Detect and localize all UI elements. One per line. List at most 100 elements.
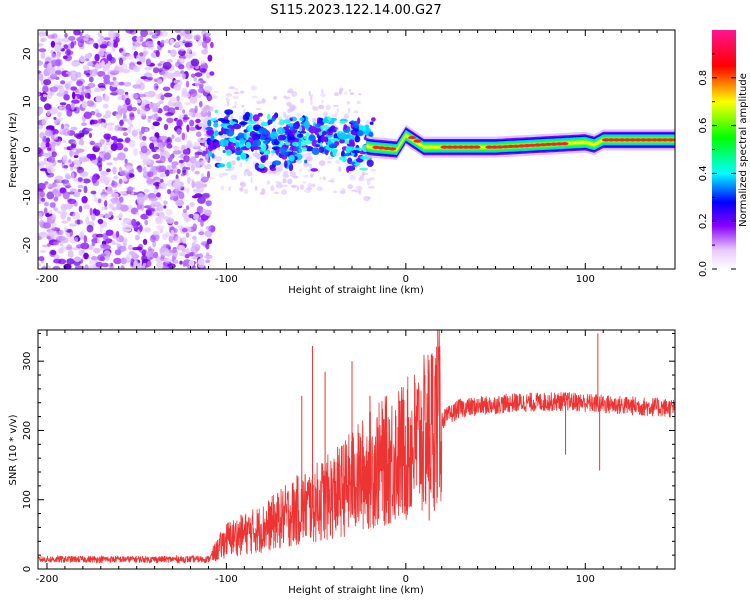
snr-marks [38,330,675,564]
noise-blob [85,216,90,225]
signal-blob [269,164,274,170]
noise-blob [205,259,211,264]
noise-blob [101,60,105,68]
noise-blob [74,237,79,243]
noise-blob [173,259,179,264]
noise-blob [193,238,197,243]
noise-blob [98,50,105,57]
noise-blob [60,80,66,85]
noise-blob [90,190,97,195]
y-tick-label: 20 [22,48,33,61]
halo-blob [213,93,216,98]
noise-blob [191,242,196,249]
signal-blob [237,132,245,140]
noise-blob [197,160,207,164]
noise-blob [142,50,147,57]
noise-blob [160,178,164,184]
halo-blob [228,186,231,192]
noise-blob [188,260,195,267]
halo-blob [363,195,370,202]
halo-blob [344,91,348,95]
noise-blob [198,122,206,127]
noise-blob [152,230,160,236]
noise-blob [183,114,188,118]
signal-blob [322,130,327,136]
noise-blob [111,200,121,205]
noise-blob [131,106,137,112]
noise-blob [38,48,47,53]
noise-blob [49,202,56,208]
noise-blob [49,86,59,93]
noise-blob [65,229,72,233]
halo-blob [339,91,342,95]
halo-blob [282,178,287,184]
noise-blob [63,226,68,232]
noise-blob [149,235,156,243]
noise-blob [118,57,124,66]
signal-blob [205,127,213,131]
halo-blob [259,191,265,195]
noise-blob [149,31,158,36]
noise-blob [53,37,63,44]
noise-blob [206,106,214,112]
signal-blob [289,146,294,151]
signal-blob [214,121,218,128]
halo-blob [240,90,245,94]
noise-blob [160,94,165,101]
noise-blob [85,128,93,132]
noise-blob [68,191,75,195]
noise-blob [188,126,197,131]
noise-blob [201,49,209,55]
colorbar-tick-label: 0.8 [698,70,709,86]
noise-blob [171,164,176,169]
noise-blob [78,139,85,146]
noise-blob [123,147,129,152]
snr-panel: -200 -100 0 100 0 100 200 300 Height of straigh… [8,329,676,596]
noise-blob [132,84,141,89]
noise-blob [155,165,164,173]
noise-blob [185,232,190,238]
noise-blob [148,102,158,110]
noise-blob [140,109,147,117]
noise-blob [140,126,145,134]
noise-blob [210,41,214,49]
noise-blob [186,124,190,133]
noise-blob [189,89,198,98]
noise-blob [38,212,42,217]
noise-blob [39,191,46,198]
noise-blob [91,119,99,125]
noise-blob [77,184,84,189]
halo-blob [299,168,302,172]
noise-blob [42,85,49,93]
colorbar-tick-label: 0.4 [698,165,709,181]
noise-blob [207,54,213,62]
halo-blob [288,88,294,94]
noise-blob [166,59,173,63]
noise-blob [156,225,165,230]
halo-blob [220,185,225,191]
noise-blob [53,116,57,120]
x-tick-label: 0 [403,574,409,585]
noise-blob [65,103,72,111]
noise-blob [112,166,117,175]
noise-blob [178,63,185,70]
noise-blob [176,34,181,41]
noise-blob [170,229,175,238]
noise-blob [182,109,186,114]
noise-blob [185,205,190,211]
halo-blob [287,90,294,94]
noise-blob [88,40,95,45]
noise-blob [111,181,118,188]
signal-blob [275,148,280,155]
noise-blob [168,97,178,102]
halo-blob [291,91,298,97]
noise-blob [193,142,200,148]
noise-blob [155,93,160,100]
halo-blob [321,100,324,103]
noise-blob [127,126,132,134]
noise-blob [140,213,149,220]
halo-blob [307,169,310,172]
noise-blob [43,94,47,98]
noise-blob [133,262,141,269]
halo-blob [316,186,323,191]
